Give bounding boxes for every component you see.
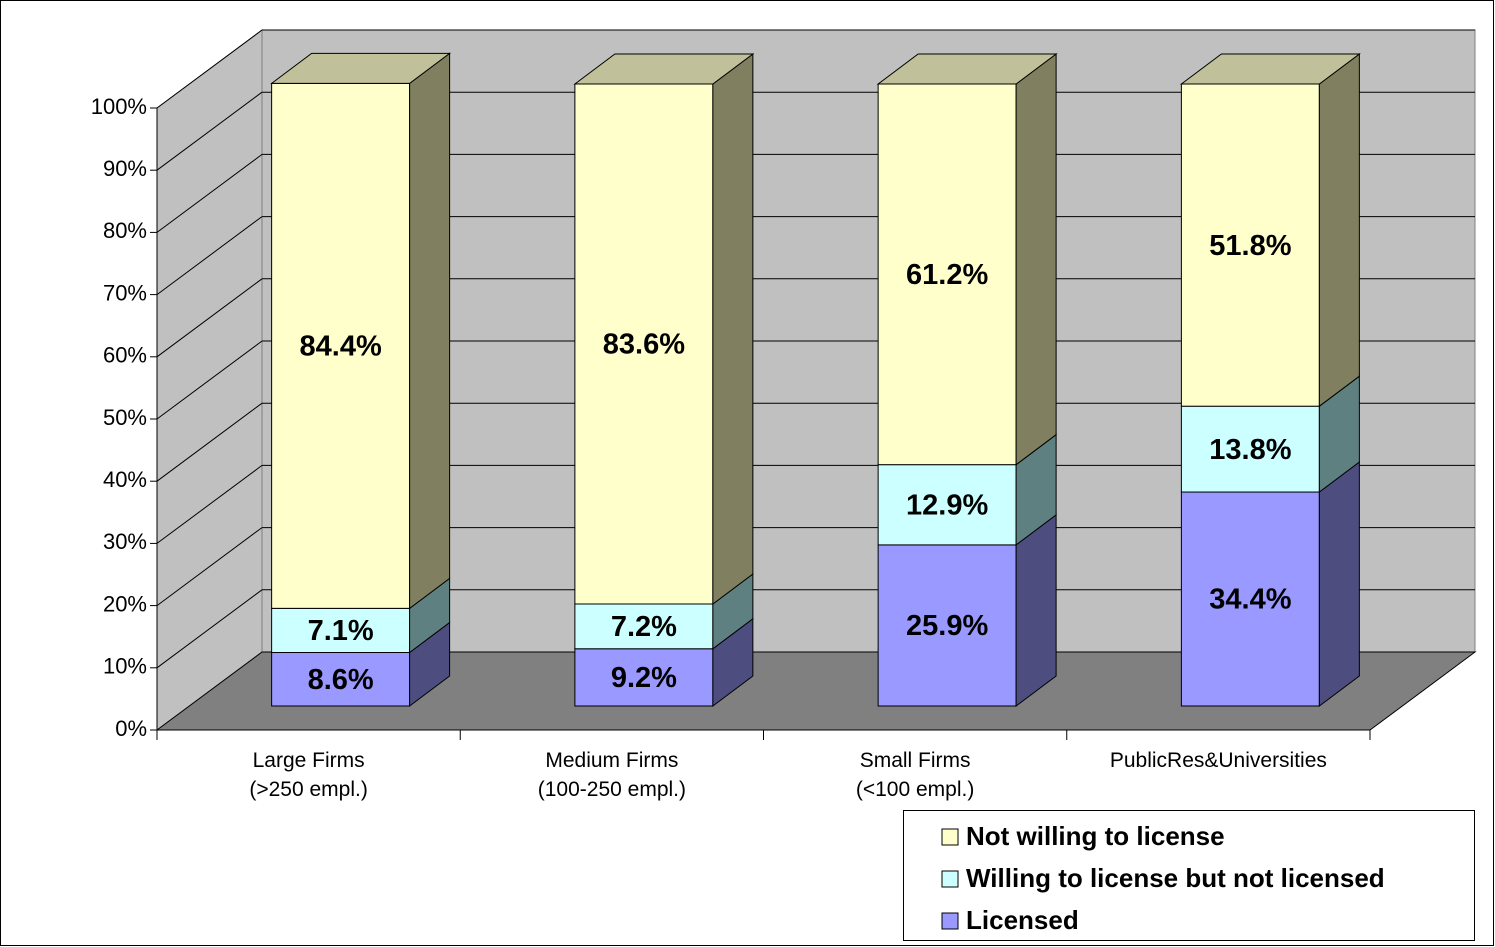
x-tick-label: Large Firms (>250 empl.) (249, 749, 368, 801)
data-label: 83.6% (603, 329, 685, 361)
grid-line (156, 589, 263, 669)
grid-line (156, 464, 263, 544)
data-label: 61.2% (906, 259, 988, 291)
bar-segment (1180, 83, 1320, 407)
data-label: 51.8% (1209, 230, 1291, 262)
x-tick-label: PublicRes&Universities (1109, 749, 1327, 772)
bar-segment (574, 603, 714, 650)
grid-line (156, 278, 263, 358)
legend-swatch (941, 828, 959, 846)
legend-label: Willing to license but not licensed (966, 863, 1385, 893)
grid-line (156, 216, 263, 296)
data-label: 8.6% (308, 664, 374, 696)
bar-segment (271, 607, 411, 654)
data-label: 7.1% (308, 615, 374, 647)
y-tick-label: 50% (103, 405, 147, 430)
data-label: 25.9% (906, 610, 988, 642)
bar-top (876, 53, 1058, 85)
bar-segment (1180, 405, 1320, 493)
legend-label: Not willing to license (966, 821, 1225, 851)
y-tick-label: 80% (103, 218, 147, 243)
grid-line (156, 29, 263, 109)
y-tick-label: 20% (103, 591, 147, 616)
legend (903, 810, 1475, 941)
bar-top (573, 53, 755, 85)
grid-line (156, 91, 263, 171)
bar-top (270, 52, 452, 84)
grid-line (156, 402, 263, 482)
data-label: 12.9% (906, 489, 988, 521)
data-label: 34.4% (1209, 584, 1291, 616)
data-label: 7.2% (611, 611, 677, 643)
data-label: 9.2% (611, 662, 677, 694)
y-tick-label: 70% (103, 280, 147, 305)
data-label: 84.4% (300, 331, 382, 363)
data-label: 13.8% (1209, 434, 1291, 466)
bar-side (409, 52, 451, 610)
bar-segment (271, 652, 411, 707)
floor (155, 651, 1477, 731)
bar-side (1015, 53, 1057, 466)
bar-segment (574, 648, 714, 707)
x-tick-label: Small Firms (<100 empl.) (855, 749, 975, 801)
bar-segment (877, 83, 1017, 466)
bar-side (1015, 513, 1057, 707)
y-tick-label: 40% (103, 467, 147, 492)
grid-line (156, 527, 263, 607)
legend-label: Licensed (966, 905, 1079, 935)
x-tick-label: Medium Firms (100-250 empl.) (537, 749, 686, 801)
grid-line (156, 340, 263, 420)
y-tick-label: 30% (103, 529, 147, 554)
bar-side (712, 53, 754, 605)
y-tick-label: 90% (103, 156, 147, 181)
grid-line (156, 153, 263, 233)
y-tick-label: 100% (91, 94, 147, 119)
bar-top (1179, 53, 1361, 85)
bar-segment (877, 464, 1017, 546)
legend-swatch (941, 870, 959, 888)
y-tick-label: 0% (115, 716, 147, 741)
bar-segment (574, 83, 714, 605)
bar-side (1318, 461, 1360, 707)
bar-segment (1180, 491, 1320, 707)
y-tick-label: 60% (103, 343, 147, 368)
legend-swatch (941, 912, 959, 930)
y-tick-label: 10% (103, 654, 147, 679)
bar-side (1318, 53, 1360, 408)
